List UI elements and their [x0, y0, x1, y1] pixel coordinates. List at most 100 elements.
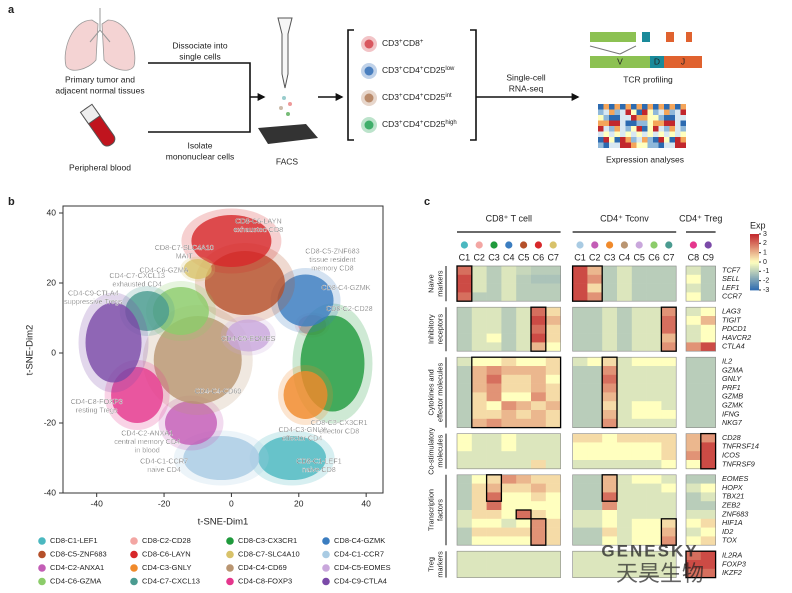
- population-base: CD3: [382, 38, 399, 48]
- icon-cell: [636, 109, 642, 115]
- heat-cell: [661, 551, 677, 561]
- heat-cell: [501, 536, 517, 546]
- heat-cell: [531, 266, 547, 276]
- heat-cell: [486, 551, 502, 561]
- heat-cell: [545, 518, 561, 528]
- heat-cell: [631, 357, 647, 367]
- heat-cell: [661, 307, 677, 317]
- population-sup: +: [420, 66, 424, 72]
- source-label: adjacent normal tissues: [55, 85, 144, 95]
- population-base: CD4: [403, 92, 420, 102]
- heat-cell: [516, 292, 532, 302]
- icon-cell: [603, 115, 609, 121]
- heat-cell: [686, 451, 702, 461]
- icon-cell: [675, 120, 681, 126]
- heat-cell: [501, 324, 517, 334]
- heat-cell: [700, 283, 716, 293]
- heat-cell: [457, 292, 473, 302]
- icon-cell: [614, 109, 620, 115]
- gene-label: CD28: [722, 433, 742, 442]
- heat-cell: [661, 266, 677, 276]
- heat-cell: [471, 474, 487, 484]
- heat-cell: [686, 474, 702, 484]
- gene-label: TCF7: [722, 265, 741, 274]
- heat-cell: [501, 316, 517, 326]
- heat-cell: [686, 433, 702, 443]
- heat-cell: [471, 492, 487, 502]
- cluster-points: [258, 436, 327, 480]
- legend-label: CD8-C2-CD28: [142, 536, 191, 545]
- column-label: C2: [473, 252, 485, 262]
- cluster-points: [277, 274, 334, 327]
- heat-cell: [646, 410, 662, 420]
- heat-cell: [646, 292, 662, 302]
- gene-label: LEF1: [722, 283, 739, 292]
- column-dot: [534, 241, 543, 249]
- heat-cell: [602, 392, 618, 402]
- heat-cell: [471, 357, 487, 367]
- heat-cell: [686, 410, 702, 420]
- heat-cell: [646, 568, 662, 578]
- highlight-box: [530, 518, 547, 546]
- x-tick-label: 40: [361, 498, 371, 508]
- heat-cell: [486, 536, 502, 546]
- icon-cell: [609, 120, 615, 126]
- heat-cell: [646, 274, 662, 284]
- heat-cell: [587, 433, 603, 443]
- heat-cell: [516, 492, 532, 502]
- heat-cell: [486, 451, 502, 461]
- highlight-box: [700, 432, 717, 470]
- x-axis-label: t-SNE-Dim1: [198, 517, 249, 528]
- heat-cell: [631, 401, 647, 411]
- column-dot: [475, 241, 483, 249]
- heat-cell: [501, 357, 517, 367]
- heat-cell: [661, 342, 677, 352]
- heat-cell: [661, 283, 677, 293]
- heat-cell: [545, 401, 561, 411]
- gene-label: GZMB: [722, 392, 743, 401]
- icon-cell: [642, 115, 648, 121]
- legend-swatch: [130, 577, 138, 586]
- group-label: CD8⁺ T cell: [486, 213, 532, 223]
- heat-cell: [516, 518, 532, 528]
- heat-cell: [587, 518, 603, 528]
- heat-cell: [531, 518, 547, 528]
- module-frame: [685, 265, 716, 302]
- x-tick-label: 20: [294, 498, 304, 508]
- colorbar-tick-label: 3: [763, 231, 767, 238]
- heat-cell: [486, 307, 502, 317]
- heat-cell: [486, 460, 502, 470]
- gene-label: LAG3: [722, 307, 741, 316]
- heat-cell: [661, 292, 677, 302]
- colorbar-step: [750, 236, 759, 239]
- heat-cell: [501, 501, 517, 511]
- icon-cell: [669, 126, 675, 132]
- heat-cell: [572, 366, 588, 376]
- cluster-annotation: CD8-C4-GZMK: [321, 283, 370, 292]
- colorbar-step: [750, 274, 759, 277]
- icon-cell: [647, 126, 653, 132]
- heat-cell: [531, 357, 547, 367]
- heat-cell: [700, 442, 716, 452]
- heat-cell: [457, 307, 473, 317]
- heat-cell: [661, 324, 677, 334]
- heat-cell: [486, 483, 502, 493]
- heat-cell: [531, 483, 547, 493]
- icon-cell: [669, 120, 675, 126]
- column-dot: [549, 241, 557, 249]
- column-dot: [650, 241, 658, 249]
- watermark-brand: GENESKY: [601, 541, 698, 560]
- icon-cell: [680, 115, 686, 121]
- heat-cell: [572, 492, 588, 502]
- heat-cell: [471, 324, 487, 334]
- column-label: C5: [518, 252, 530, 262]
- heat-cell: [700, 366, 716, 376]
- heat-cell: [501, 560, 517, 570]
- heat-cell: [646, 492, 662, 502]
- heat-cell: [486, 266, 502, 276]
- heat-cell: [486, 342, 502, 352]
- heat-cell: [457, 274, 473, 284]
- heat-cell: [572, 383, 588, 393]
- icon-cell: [631, 131, 637, 137]
- column-label: C9: [702, 252, 714, 262]
